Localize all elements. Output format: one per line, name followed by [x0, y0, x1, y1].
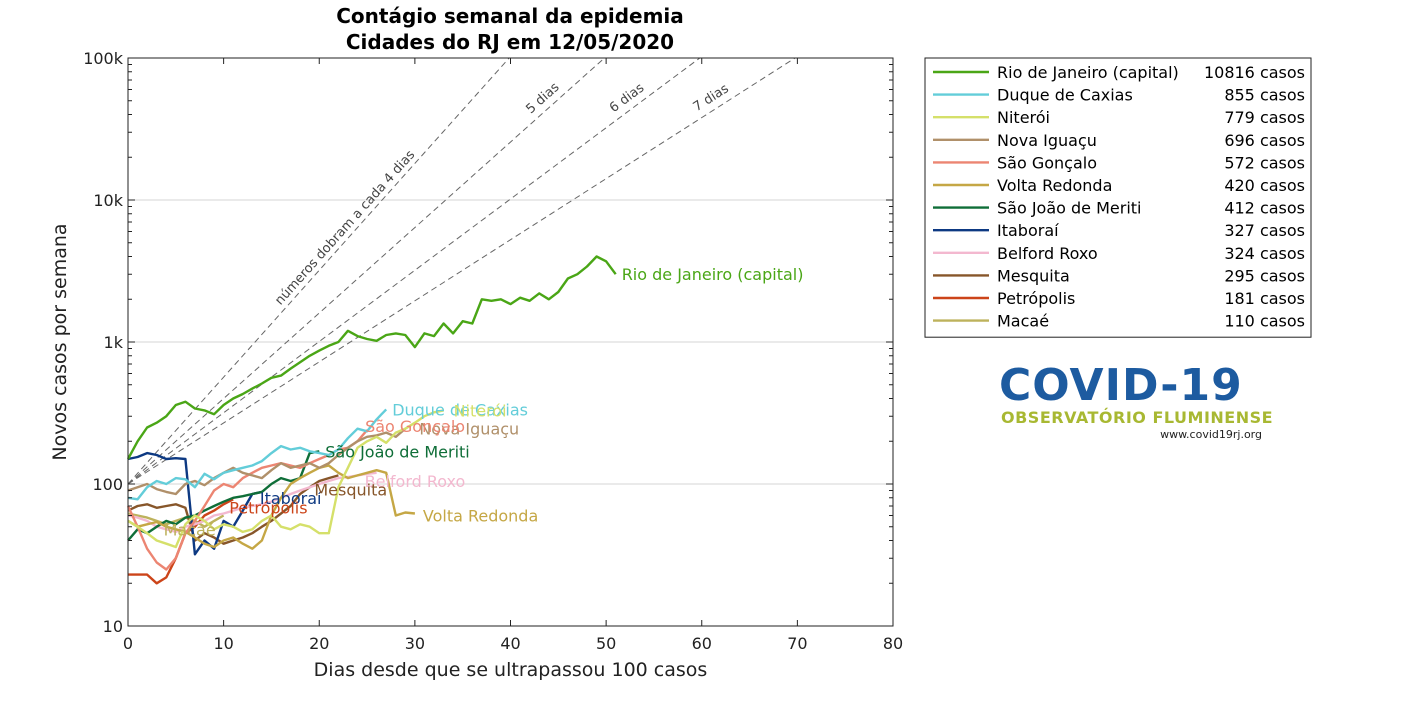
legend-entry-name: Rio de Janeiro (capital)	[997, 63, 1179, 82]
x-tick-label: 10	[213, 634, 233, 653]
legend-entry-cases: 110 casos	[1224, 312, 1305, 331]
series-label: Petrópolis	[229, 498, 307, 517]
series-label: Mesquita	[314, 480, 387, 499]
legend-box	[924, 57, 1312, 338]
reference-line	[127, 57, 701, 485]
chart-title-line: Contágio semanal da epidemia	[336, 4, 684, 28]
covid19-logo: COVID-19 OBSERVATÓRIO FLUMINENSE www.cov…	[995, 360, 1274, 450]
series-label: Volta Redonda	[423, 506, 538, 525]
legend: Rio de Janeiro (capital) 10816 casos Duque…	[924, 57, 1312, 338]
x-tick-label: 60	[692, 634, 712, 653]
legend-entry-cases: 181 casos	[1224, 289, 1305, 308]
logo-subtitle: OBSERVATÓRIO FLUMINENSE	[1001, 408, 1274, 427]
series-label: Itaboraí	[260, 489, 322, 508]
reference-line	[127, 57, 605, 485]
series-line	[126, 255, 617, 460]
legend-entry-name: Niterói	[997, 108, 1050, 127]
legend-entry-cases: 855 casos	[1224, 86, 1305, 105]
legend-entry-cases: 327 casos	[1224, 221, 1305, 240]
legend-entry-cases: 420 casos	[1224, 176, 1305, 195]
reference-line-label: 5 dias	[523, 80, 562, 117]
legend-entry-name: Belford Roxo	[997, 244, 1098, 263]
reference-line	[127, 57, 796, 485]
x-tick-label: 70	[787, 634, 807, 653]
legend-entry-name: Itaboraí	[997, 221, 1059, 240]
logo-url: www.covid19rj.org	[1160, 428, 1262, 441]
legend-entry-cases: 779 casos	[1224, 108, 1305, 127]
legend-entry-name: Macaé	[997, 312, 1049, 331]
series-label: Rio de Janeiro (capital)	[622, 265, 804, 284]
series-line	[127, 471, 377, 534]
logo-main-text: COVID-19	[999, 360, 1243, 411]
reference-line-label: 6 dias	[607, 81, 647, 116]
reference-line	[127, 57, 510, 485]
legend-entry-name: Duque de Caxias	[997, 86, 1133, 105]
series-line	[127, 451, 263, 556]
series-line	[127, 427, 407, 496]
legend-entry-cases: 295 casos	[1224, 266, 1305, 285]
y-tick-label: 1k	[104, 333, 124, 352]
gridlines	[128, 199, 893, 485]
reference-line-label: 7 dias	[691, 81, 732, 115]
legend-entry-name: Volta Redonda	[997, 176, 1112, 195]
x-tick-label: 50	[596, 634, 616, 653]
series-label: São João de Meriti	[325, 442, 470, 461]
x-tick-label: 0	[123, 634, 133, 653]
series-label: São Gonçalo	[365, 417, 465, 436]
legend-entry-name: São João de Meriti	[997, 199, 1142, 218]
y-tick-label: 10	[103, 617, 123, 636]
series-line	[127, 408, 388, 501]
x-tick-label: 30	[405, 634, 425, 653]
legend-entry-cases: 412 casos	[1224, 199, 1305, 218]
y-tick-label: 100k	[83, 49, 124, 68]
legend-entry-cases: 10816 casos	[1204, 63, 1305, 82]
x-axis-label: Dias desde que se ultrapassou 100 casos	[314, 659, 708, 681]
legend-entry-name: Mesquita	[997, 266, 1070, 285]
legend-entry-cases: 696 casos	[1224, 131, 1305, 150]
legend-entry-cases: 572 casos	[1224, 153, 1305, 172]
series-label: Niterói	[454, 401, 507, 420]
x-tick-label: 80	[883, 634, 903, 653]
series-line	[127, 409, 444, 549]
series-line	[127, 474, 339, 545]
series-label: Belford Roxo	[365, 472, 466, 491]
y-tick-label: 10k	[93, 191, 123, 210]
plot-area: Rio de Janeiro (capital) Duque de CaxiasN…	[126, 255, 804, 585]
series-label: Nova Iguaçu	[419, 420, 519, 439]
legend-entry-name: Petrópolis	[997, 289, 1075, 308]
legend-entry-name: São Gonçalo	[997, 153, 1097, 172]
series-label: Macaé	[164, 521, 216, 540]
x-tick-label: 40	[500, 634, 520, 653]
y-axis-label: Novos casos por semana	[49, 223, 71, 460]
chart-title-line: Cidades do RJ em 12/05/2020	[346, 30, 674, 54]
legend-entry-cases: 324 casos	[1224, 244, 1305, 263]
legend-entry-name: Nova Iguaçu	[997, 131, 1097, 150]
series-label: Duque de Caxias	[392, 400, 528, 419]
x-tick-label: 20	[309, 634, 329, 653]
y-tick-label: 100	[92, 475, 123, 494]
